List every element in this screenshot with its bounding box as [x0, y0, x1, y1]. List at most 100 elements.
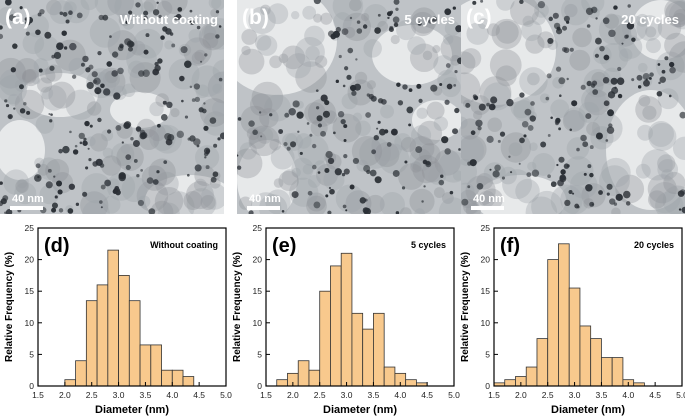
histogram-bar	[75, 360, 87, 387]
tem-nanoparticle	[136, 174, 140, 178]
tem-nanoparticle	[452, 128, 459, 135]
tem-support-texture	[473, 110, 483, 120]
histogram-bar	[128, 300, 141, 387]
tem-nanoparticle	[125, 154, 132, 160]
tem-nanoparticle	[315, 106, 320, 110]
tem-nanoparticle	[558, 156, 565, 163]
tem-support-texture	[313, 13, 323, 23]
tem-support-texture	[414, 208, 425, 214]
tem-support-texture	[648, 122, 677, 151]
tem-nanoparticle	[371, 149, 377, 155]
tem-support-texture	[260, 4, 271, 16]
tem-nanoparticle	[5, 209, 13, 214]
tem-nanoparticle	[309, 133, 313, 137]
tem-nanoparticle	[194, 164, 202, 172]
y-tick-label: 15	[25, 286, 35, 296]
tem-film-hole	[22, 73, 98, 117]
tem-nanoparticle	[117, 188, 121, 191]
tem-support-texture	[371, 130, 403, 162]
tem-nanoparticle	[88, 158, 92, 162]
histogram-bar	[85, 300, 98, 387]
tem-nanoparticle	[494, 164, 501, 172]
tem-support-texture	[426, 101, 445, 120]
tem-nanoparticle	[327, 210, 332, 214]
tem-nanoparticle	[196, 144, 200, 148]
tem-support-texture	[525, 34, 545, 54]
tem-nanoparticle	[428, 19, 433, 24]
tem-nanoparticle	[582, 141, 589, 148]
tem-nanoparticle	[560, 169, 566, 175]
tem-support-texture	[647, 174, 677, 204]
tem-nanoparticle	[473, 95, 479, 101]
tem-nanoparticle	[486, 102, 490, 107]
tem-support-texture	[0, 68, 27, 97]
tem-nanoparticle	[492, 105, 496, 109]
tem-nanoparticle	[156, 170, 160, 174]
tem-nanoparticle	[337, 111, 345, 118]
tem-support-texture	[251, 81, 284, 114]
tem-support-texture	[307, 98, 337, 127]
tem-nanoparticle	[142, 69, 150, 77]
tem-support-texture	[495, 65, 517, 87]
tem-support-texture	[3, 169, 29, 195]
y-tick-label: 10	[25, 318, 35, 328]
tem-nanoparticle	[563, 163, 570, 169]
tem-nanoparticle	[469, 159, 477, 167]
tem-nanoparticle	[490, 96, 498, 104]
tem-nanoparticle	[217, 137, 221, 141]
tem-support-texture	[320, 12, 333, 25]
tem-support-texture	[89, 133, 108, 152]
tem-nanoparticle	[215, 34, 220, 39]
tem-film-hole	[145, 175, 224, 214]
tem-nanoparticle	[189, 85, 193, 89]
tem-nanoparticle	[85, 67, 91, 73]
tem-support-texture	[563, 156, 594, 186]
tem-nanoparticle	[631, 37, 636, 42]
tem-support-texture	[143, 0, 157, 12]
histogram-bar	[536, 338, 549, 387]
tem-support-texture	[37, 77, 53, 93]
y-tick-label: 25	[25, 223, 35, 233]
tem-nanoparticle	[258, 111, 262, 114]
tem-nanoparticle	[591, 203, 594, 206]
tem-support-texture	[168, 58, 200, 90]
tem-nanoparticle	[492, 170, 500, 178]
histogram-bar	[297, 360, 310, 387]
tem-support-texture	[41, 85, 67, 111]
tem-support-texture	[599, 42, 629, 73]
y-tick-label: 20	[253, 255, 263, 265]
tem-support-texture	[481, 188, 503, 211]
tem-nanoparticle	[643, 79, 650, 87]
tem-support-texture	[461, 48, 482, 69]
tem-nanoparticle	[111, 51, 119, 58]
tem-nanoparticle	[129, 19, 132, 22]
histogram-bar	[161, 369, 173, 387]
tem-nanoparticle	[595, 37, 602, 45]
tem-nanoparticle	[363, 207, 372, 214]
tem-support-texture	[162, 191, 195, 214]
tem-nanoparticle	[74, 144, 78, 148]
tem-support-texture	[379, 192, 405, 214]
tem-nanoparticle	[374, 27, 381, 34]
tem-nanoparticle	[449, 190, 454, 195]
tem-nanoparticle	[184, 60, 192, 69]
tem-nanoparticle	[118, 173, 126, 182]
tem-support-texture	[645, 26, 657, 38]
tem-support-texture	[94, 0, 122, 16]
tem-nanoparticle	[343, 154, 348, 159]
tem-image-c: (c) 20 cycles 40 nm	[461, 0, 685, 214]
tem-nanoparticle	[636, 74, 643, 81]
tem-support-texture	[671, 12, 685, 28]
tem-support-texture	[157, 202, 180, 214]
tem-nanoparticle	[587, 164, 592, 169]
chart-title: Without coating	[150, 240, 218, 250]
plot-frame	[265, 227, 455, 387]
tem-support-texture	[164, 40, 174, 50]
tem-support-texture	[37, 164, 50, 176]
tem-film-hole	[606, 90, 685, 210]
tem-nanoparticle	[152, 68, 160, 76]
tem-support-texture	[349, 0, 362, 12]
tem-nanoparticle	[438, 179, 445, 186]
tem-nanoparticle	[76, 12, 83, 19]
tem-nanoparticle	[157, 123, 161, 128]
